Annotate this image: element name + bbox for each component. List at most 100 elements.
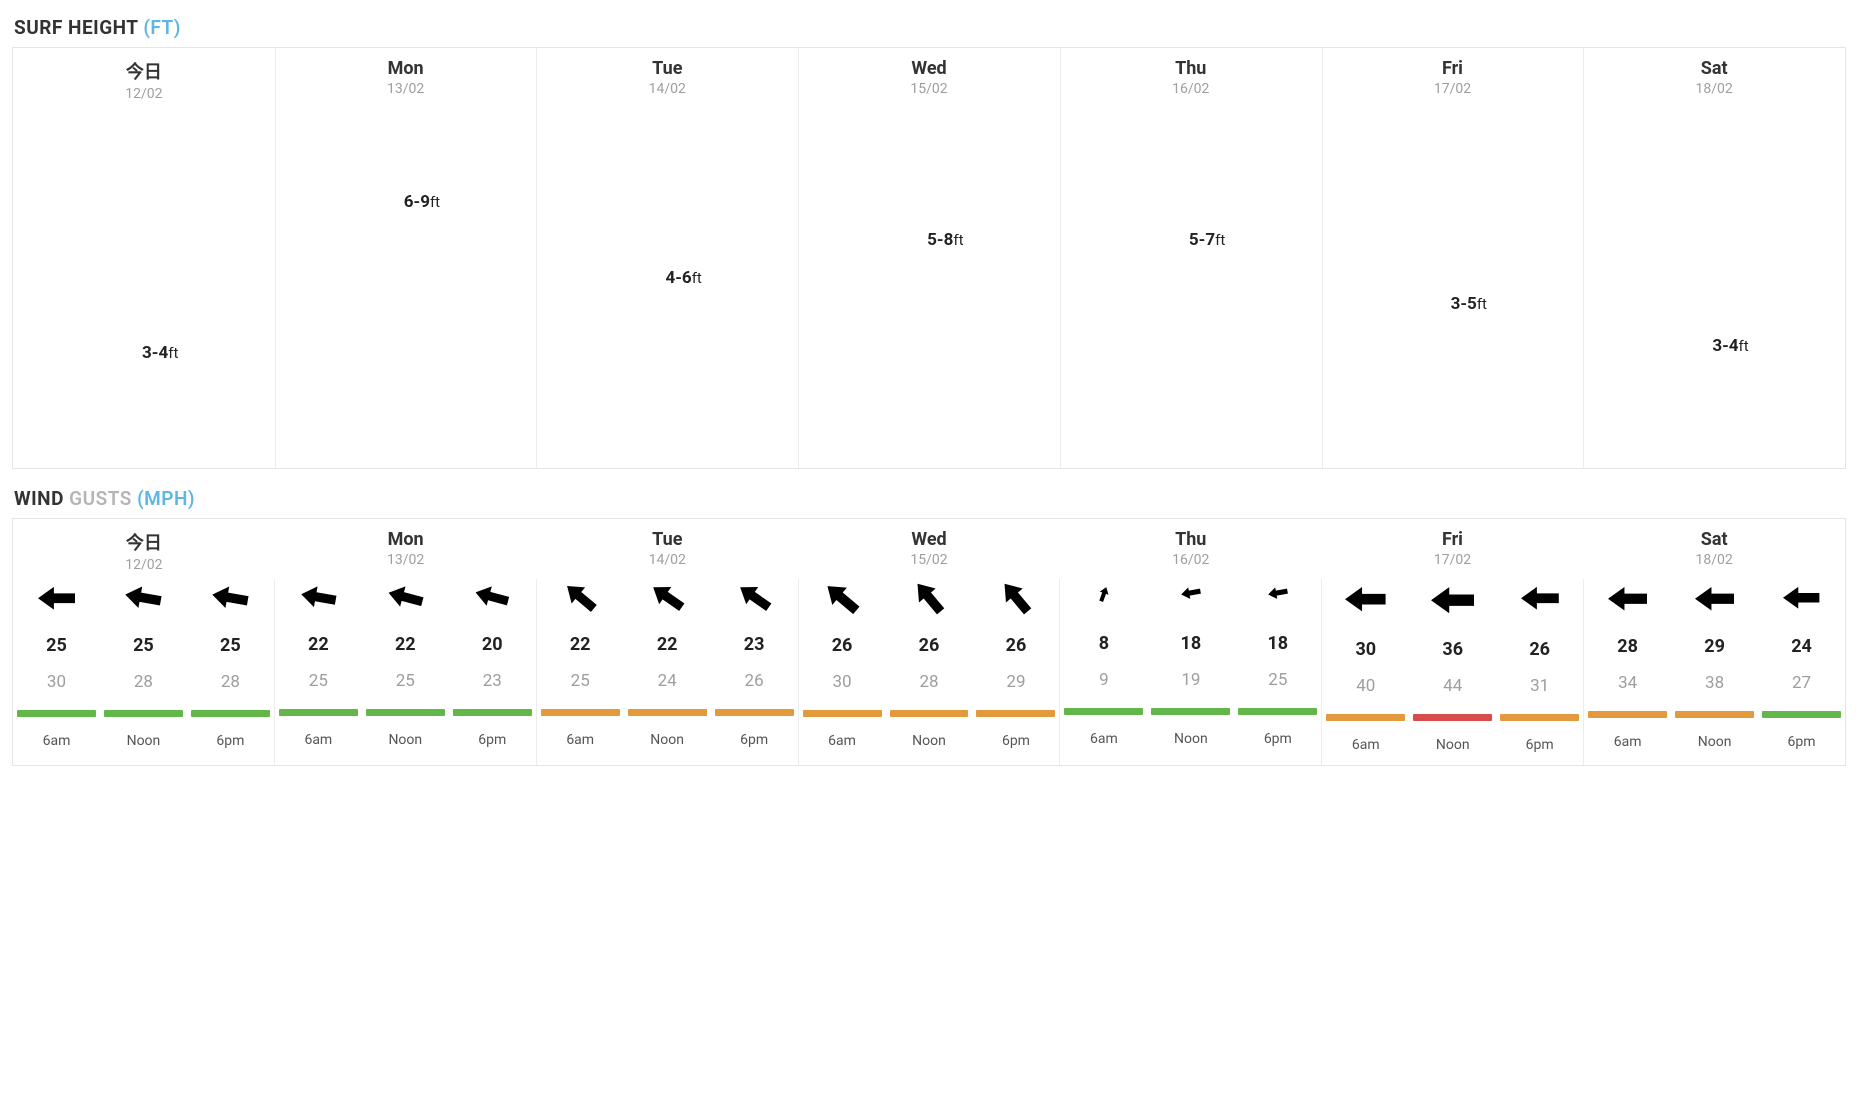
wind-day-column: 2222202525236amNoon6pm xyxy=(275,579,537,765)
wind-speed: 36 xyxy=(1409,627,1496,660)
wind-speed: 26 xyxy=(1496,627,1583,660)
day-date: 13/02 xyxy=(275,81,537,97)
wind-gust: 25 xyxy=(537,663,624,691)
day-date: 15/02 xyxy=(798,81,1060,97)
day-name: Mon xyxy=(275,58,537,79)
wind-time-label: Noon xyxy=(1671,726,1758,760)
day-header: Sat 18/02 xyxy=(1583,519,1845,579)
surf-range-label: 4-6ft xyxy=(665,268,701,288)
wind-speed: 22 xyxy=(275,622,362,655)
wind-condition-bar xyxy=(537,699,624,716)
wind-time-label: Noon xyxy=(100,725,187,759)
surf-range-label: 6-9ft xyxy=(404,192,440,212)
wind-arrow-icon xyxy=(1409,585,1496,619)
wind-time-label: 6am xyxy=(1060,723,1147,757)
wind-gust: 9 xyxy=(1060,662,1147,690)
wind-arrow-icon xyxy=(1758,585,1845,616)
wind-gust: 30 xyxy=(799,664,886,692)
day-date: 18/02 xyxy=(1583,81,1845,97)
wind-day-column: 81818919256amNoon6pm xyxy=(1060,579,1322,765)
wind-condition-bar xyxy=(1496,704,1583,721)
day-name: Thu xyxy=(1060,58,1322,79)
wind-arrow-icon xyxy=(1322,585,1409,619)
wind-speed: 18 xyxy=(1234,621,1321,654)
wind-speed: 26 xyxy=(972,623,1059,656)
wind-gust: 38 xyxy=(1671,665,1758,693)
day-header: Thu 16/02 xyxy=(1060,48,1322,108)
wind-condition-bar xyxy=(362,699,449,716)
day-name: 今日 xyxy=(13,58,275,84)
wind-condition-bar xyxy=(1584,701,1671,718)
wind-speed: 22 xyxy=(362,622,449,655)
wind-gust: 34 xyxy=(1584,665,1671,693)
day-date: 16/02 xyxy=(1060,552,1322,568)
day-name: Sat xyxy=(1583,529,1845,550)
wind-title-main: WIND xyxy=(14,487,69,510)
wind-gust: 44 xyxy=(1409,668,1496,696)
day-header: 今日 12/02 xyxy=(13,519,275,579)
surf-height-chart: 3-4ft6-9ft4-6ft5-8ft5-7ft3-5ft3-4ft xyxy=(13,108,1845,468)
day-name: Sat xyxy=(1583,58,1845,79)
day-date: 13/02 xyxy=(275,552,537,568)
wind-condition-bar xyxy=(624,699,711,716)
wind-condition-bar xyxy=(886,700,973,717)
wind-gust: 19 xyxy=(1147,662,1234,690)
day-name: Tue xyxy=(536,529,798,550)
wind-speed: 24 xyxy=(1758,624,1845,657)
day-header: Thu 16/02 xyxy=(1060,519,1322,579)
surf-range-label: 3-4ft xyxy=(142,343,178,363)
wind-time-label: Noon xyxy=(1409,729,1496,763)
wind-arrow-icon xyxy=(1496,585,1583,619)
day-header: 今日 12/02 xyxy=(13,48,275,108)
wind-arrow-icon xyxy=(972,585,1059,615)
wind-time-label: Noon xyxy=(1147,723,1234,757)
surf-range-label: 5-8ft xyxy=(927,230,963,250)
wind-time-label: 6pm xyxy=(711,724,798,758)
day-name: Wed xyxy=(798,529,1060,550)
wind-speed: 30 xyxy=(1322,627,1409,660)
wind-gust: 25 xyxy=(275,663,362,691)
day-header: Mon 13/02 xyxy=(275,519,537,579)
wind-gust: 25 xyxy=(1234,662,1321,690)
wind-condition-bar xyxy=(972,700,1059,717)
wind-gust: 24 xyxy=(624,663,711,691)
wind-speed: 25 xyxy=(187,623,274,656)
wind-time-label: 6am xyxy=(13,725,100,759)
wind-time-label: 6pm xyxy=(1758,726,1845,760)
wind-day-column: 2626263028296amNoon6pm xyxy=(799,579,1061,765)
day-name: Tue xyxy=(536,58,798,79)
wind-panel: 今日 12/02Mon 13/02Tue 14/02Wed 15/02Thu 1… xyxy=(12,518,1846,766)
wind-speed: 8 xyxy=(1060,621,1147,654)
day-header: Fri 17/02 xyxy=(1322,48,1584,108)
surf-title-unit: (FT) xyxy=(143,16,181,39)
wind-speed: 25 xyxy=(13,623,100,656)
wind-speed: 18 xyxy=(1147,621,1234,654)
wind-time-label: Noon xyxy=(624,724,711,758)
wind-speed: 26 xyxy=(799,623,886,656)
day-date: 12/02 xyxy=(13,86,275,102)
wind-day-column: 2525253028286amNoon6pm xyxy=(13,579,275,765)
day-name: Wed xyxy=(798,58,1060,79)
wind-condition-bar xyxy=(1147,698,1234,715)
wind-condition-bar xyxy=(13,700,100,717)
wind-speed: 28 xyxy=(1584,624,1671,657)
wind-condition-bar xyxy=(187,700,274,717)
day-date: 14/02 xyxy=(536,552,798,568)
day-date: 17/02 xyxy=(1322,552,1584,568)
surf-bars xyxy=(13,108,1845,468)
wind-speed: 26 xyxy=(886,623,973,656)
wind-time-label: 6pm xyxy=(1496,729,1583,763)
wind-arrow-icon xyxy=(886,585,973,615)
day-date: 16/02 xyxy=(1060,81,1322,97)
wind-gust: 29 xyxy=(972,664,1059,692)
wind-gust: 27 xyxy=(1758,665,1845,693)
wind-time-label: Noon xyxy=(362,724,449,758)
day-header: Tue 14/02 xyxy=(536,48,798,108)
wind-arrow-icon xyxy=(537,585,624,614)
wind-gust: 40 xyxy=(1322,668,1409,696)
day-name: 今日 xyxy=(13,529,275,555)
wind-body: 2525253028286amNoon6pm 2222202525236amNo… xyxy=(13,579,1845,765)
wind-condition-bar xyxy=(1234,698,1321,715)
day-name: Mon xyxy=(275,529,537,550)
wind-gust: 26 xyxy=(711,663,798,691)
